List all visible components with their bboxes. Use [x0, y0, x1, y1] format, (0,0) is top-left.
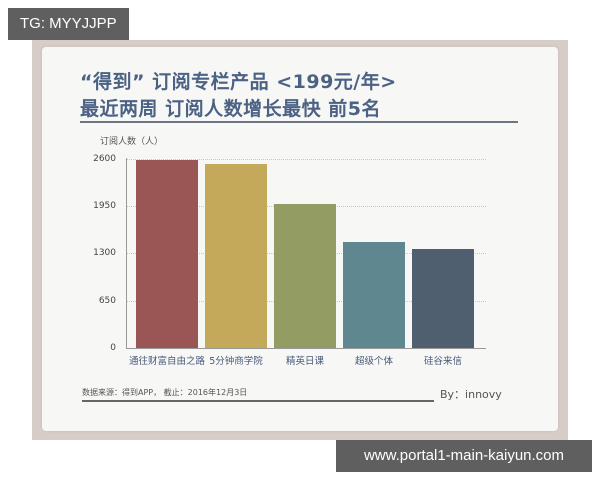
x-axis — [126, 348, 486, 349]
author-credit: By：innovy — [440, 388, 502, 401]
x-tick-label: 5分钟商学院 — [209, 356, 263, 367]
footer-divider — [82, 400, 434, 402]
y-tick: 2600 — [93, 154, 116, 164]
watermark-bottom-right: www.portal1-main-kaiyun.com — [336, 440, 592, 472]
bar — [412, 249, 474, 348]
y-tick: 650 — [98, 296, 116, 306]
y-tick: 1300 — [93, 248, 116, 258]
bar — [136, 160, 198, 348]
chart-title-line1: “得到” 订阅专栏产品 <199元/年> — [80, 71, 397, 93]
y-axis-label: 订阅人数（人） — [100, 137, 164, 147]
data-source-note: 数据来源：得到APP， 截止：2016年12月3日 — [82, 388, 248, 397]
y-axis — [126, 158, 127, 348]
y-tick: 1950 — [93, 201, 116, 211]
x-tick-label: 超级个体 — [354, 356, 393, 367]
title-divider — [80, 121, 518, 123]
x-tick-label: 通往财富自由之路 — [128, 356, 205, 367]
watermark-top-left: TG: MYYJJPP — [8, 8, 129, 40]
chart-title-line2: 最近两周 订阅人数增长最快 前5名 — [80, 98, 381, 120]
bar — [205, 164, 267, 348]
bar — [343, 241, 405, 348]
bar — [274, 204, 336, 348]
x-tick-label: 硅谷来信 — [423, 356, 462, 367]
y-tick: 0 — [110, 343, 116, 353]
gridline — [126, 159, 486, 160]
x-tick-label: 精英日课 — [285, 356, 324, 367]
